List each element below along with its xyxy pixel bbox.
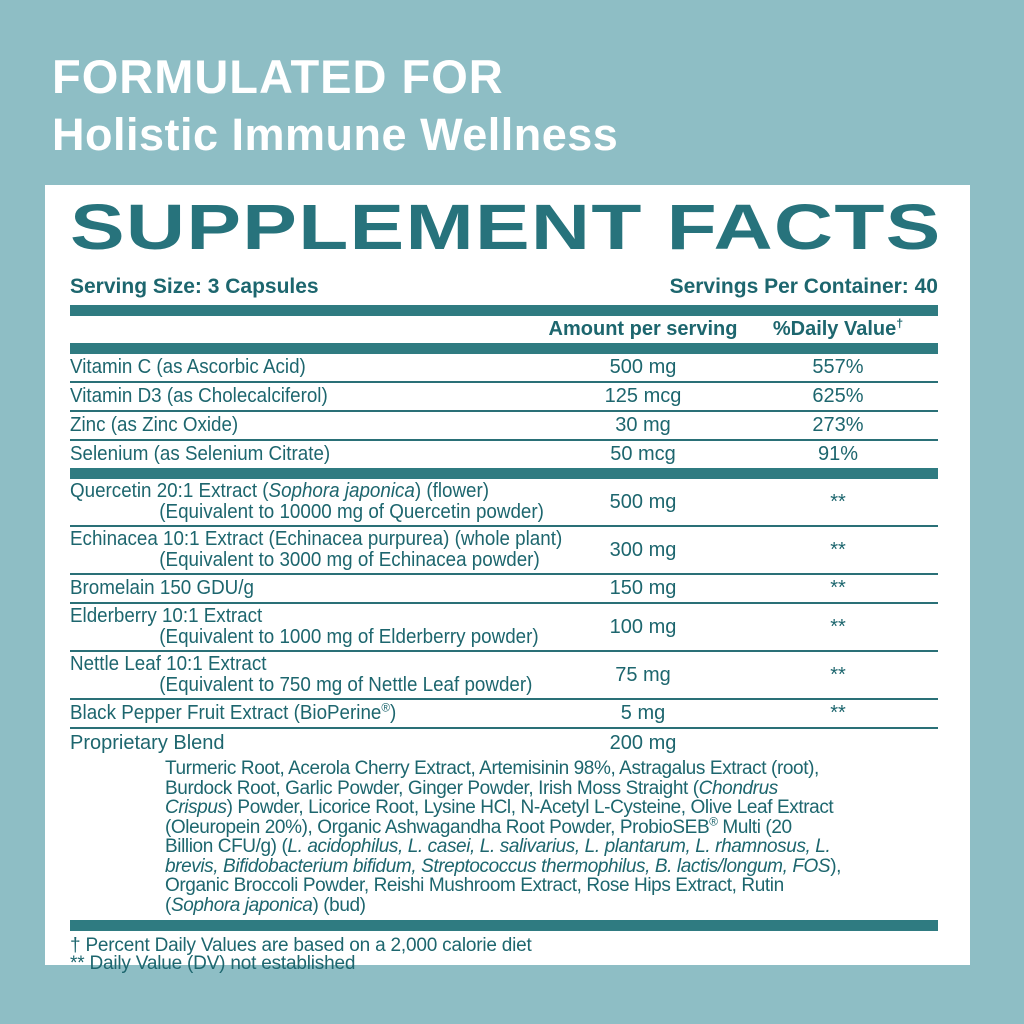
column-header-daily-value: %Daily Value† <box>772 316 904 340</box>
amount-value: 75 mg <box>615 663 671 686</box>
daily-value: ** <box>830 615 846 638</box>
ingredient-equivalent: (Equivalent to 3000 mg of Echinacea powd… <box>159 549 540 571</box>
table-row: Quercetin 20:1 Extract (Sophora japonica… <box>70 479 938 525</box>
ingredient-equivalent: (Equivalent to 750 mg of Nettle Leaf pow… <box>159 674 533 696</box>
ingredient-name: Selenium (as Selenium Citrate) <box>70 443 331 465</box>
serving-size: Serving Size: 3 Capsules <box>70 275 319 298</box>
dagger-symbol: † <box>896 316 904 331</box>
table-row: Elderberry 10:1 Extract (Equivalent to 1… <box>70 602 938 650</box>
column-header-amount: Amount per serving <box>548 318 738 340</box>
table-row: Vitamin C (as Ascorbic Acid) 500 mg 557% <box>70 354 938 381</box>
serving-info: Serving Size: 3 Capsules Servings Per Co… <box>70 275 938 299</box>
amount-value: 500 mg <box>609 356 677 378</box>
daily-value: ** <box>830 577 846 599</box>
amount-value: 200 mg <box>609 732 677 754</box>
amount-value: 125 mcg <box>604 385 682 407</box>
panel-title: SUPPLEMENT FACTS <box>70 191 942 263</box>
divider-bar <box>70 468 938 479</box>
footnotes: † Percent Daily Values are based on a 2,… <box>70 935 938 974</box>
blend-ingredients-list: Turmeric Root, Acerola Cherry Extract, A… <box>165 758 842 916</box>
amount-value: 5 mg <box>620 702 666 724</box>
ingredient-name: Nettle Leaf 10:1 Extract <box>70 653 267 675</box>
table-row: Zinc (as Zinc Oxide) 30 mg 273% <box>70 410 938 439</box>
ingredient-name: Vitamin C (as Ascorbic Acid) <box>70 356 306 378</box>
amount-value: 100 mg <box>609 615 677 638</box>
divider-bar <box>70 920 938 931</box>
botanicals-table: Quercetin 20:1 Extract (Sophora japonica… <box>70 479 938 727</box>
hero-line2: Holistic Immune Wellness <box>52 109 619 160</box>
table-row: Echinacea 10:1 Extract (Echinacea purpur… <box>70 525 938 573</box>
hero-line1: FORMULATED FOR <box>52 50 504 103</box>
table-row: Vitamin D3 (as Cholecalciferol) 125 mcg … <box>70 381 938 410</box>
ingredient-name: Quercetin 20:1 Extract (Sophora japonica… <box>70 480 490 502</box>
daily-value: 273% <box>812 414 864 436</box>
ingredient-name: Bromelain 150 GDU/g <box>70 577 254 599</box>
daily-value: 557% <box>812 356 864 378</box>
amount-value: 500 mg <box>609 490 677 513</box>
daily-value: ** <box>830 702 846 724</box>
amount-value: 300 mg <box>609 538 677 561</box>
ingredient-name: Echinacea 10:1 Extract (Echinacea purpur… <box>70 528 563 550</box>
supplement-facts-panel: SUPPLEMENT FACTS Serving Size: 3 Capsule… <box>45 185 970 973</box>
footnote-dv-not-established: ** Daily Value (DV) not established <box>70 953 356 974</box>
table-row: Bromelain 150 GDU/g 150 mg ** <box>70 573 938 602</box>
hero-heading: FORMULATED FOR Holistic Immune Wellness <box>52 50 618 160</box>
amount-value: 30 mg <box>615 414 671 436</box>
table-row: Proprietary Blend 200 mg <box>70 731 938 755</box>
ingredient-equivalent: (Equivalent to 1000 mg of Elderberry pow… <box>159 626 539 648</box>
ingredient-name: Elderberry 10:1 Extract <box>70 605 263 627</box>
servings-per-container: Servings Per Container: 40 <box>669 275 938 298</box>
daily-value: ** <box>830 538 846 561</box>
daily-value: ** <box>830 490 846 513</box>
proprietary-blend-section: Proprietary Blend 200 mg Turmeric Root, … <box>70 727 938 915</box>
daily-value: ** <box>830 663 846 686</box>
table-row: Selenium (as Selenium Citrate) 50 mcg 91… <box>70 439 938 468</box>
amount-value: 150 mg <box>609 577 677 599</box>
amount-value: 50 mcg <box>610 443 676 465</box>
ingredient-name: Vitamin D3 (as Cholecalciferol) <box>70 385 328 407</box>
daily-value: 91% <box>817 443 859 465</box>
table-row: Nettle Leaf 10:1 Extract (Equivalent to … <box>70 650 938 698</box>
daily-value: 625% <box>812 385 864 407</box>
footnote-daily-values: † Percent Daily Values are based on a 2,… <box>70 935 532 956</box>
divider-bar <box>70 305 938 316</box>
ingredient-name: Black Pepper Fruit Extract (BioPerine®) <box>70 700 397 724</box>
table-row: Black Pepper Fruit Extract (BioPerine®) … <box>70 698 938 727</box>
divider-bar <box>70 343 938 354</box>
ingredient-equivalent: (Equivalent to 10000 mg of Quercetin pow… <box>159 501 544 523</box>
ingredient-name: Zinc (as Zinc Oxide) <box>70 414 239 436</box>
column-headers: Amount per serving %Daily Value† <box>70 316 938 343</box>
nutrients-table: Vitamin C (as Ascorbic Acid) 500 mg 557%… <box>70 354 938 468</box>
ingredient-name: Proprietary Blend <box>70 732 225 754</box>
